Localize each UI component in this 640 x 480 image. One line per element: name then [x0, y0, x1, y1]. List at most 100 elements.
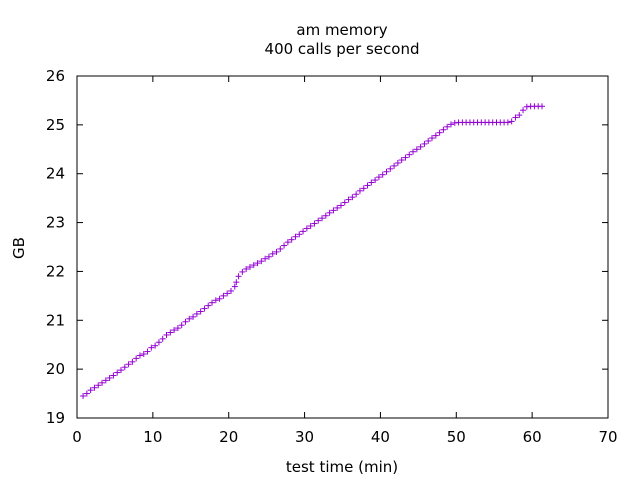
x-tick-label: 0: [72, 428, 82, 446]
data-point: [398, 157, 405, 164]
data-point: [174, 325, 181, 332]
x-axis-label: test time (min): [286, 458, 398, 476]
data-point: [205, 302, 212, 309]
data-point: [345, 196, 352, 203]
data-point: [353, 191, 360, 198]
x-tick-label: 30: [295, 428, 314, 446]
data-point: [307, 222, 314, 229]
data-point: [425, 137, 432, 144]
data-point: [334, 204, 341, 211]
data-point: [432, 132, 439, 139]
data-point: [231, 283, 238, 290]
data-point: [190, 313, 197, 320]
data-point: [383, 168, 390, 175]
data-point: [303, 225, 310, 232]
data-point: [292, 233, 299, 240]
data-point: [83, 390, 90, 397]
data-point: [220, 292, 227, 299]
data-point: [364, 182, 371, 189]
data-point: [300, 228, 307, 235]
data-point: [322, 212, 329, 219]
data-point: [193, 310, 200, 317]
data-point: [288, 236, 295, 243]
data-point: [212, 297, 219, 304]
data-point: [258, 258, 265, 265]
x-tick-label: 20: [219, 428, 238, 446]
data-point: [235, 273, 242, 280]
x-tick-label: 10: [143, 428, 162, 446]
y-tick-label: 23: [46, 214, 65, 232]
data-point: [129, 358, 136, 365]
data-point: [197, 308, 204, 315]
y-tick-label: 22: [46, 262, 65, 280]
data-point: [243, 265, 250, 272]
y-axis-label: GB: [10, 237, 28, 259]
y-tick-label: 20: [46, 360, 65, 378]
data-point: [391, 162, 398, 169]
data-point: [121, 364, 128, 371]
chart-title: am memory: [296, 21, 387, 39]
data-point: [394, 159, 401, 166]
data-point: [224, 290, 231, 297]
data-point: [410, 148, 417, 155]
data-point: [99, 379, 106, 386]
data-point: [356, 187, 363, 194]
data-point: [349, 194, 356, 201]
plot-frame: [76, 75, 609, 419]
data-point: [265, 253, 272, 260]
data-point: [167, 329, 174, 336]
data-point: [281, 242, 288, 249]
data-point: [296, 231, 303, 238]
data-point: [144, 348, 151, 355]
data-point: [311, 220, 318, 227]
data-point: [163, 331, 170, 338]
data-point: [87, 387, 94, 394]
data-point: [133, 355, 140, 362]
data-point: [262, 255, 269, 262]
data-point: [444, 123, 451, 130]
data-point: [440, 126, 447, 133]
data-point: [368, 179, 375, 186]
data-point: [159, 335, 166, 342]
data-point: [136, 352, 143, 359]
data-point: [148, 344, 155, 351]
data-point: [284, 239, 291, 246]
data-point: [277, 245, 284, 252]
data-point: [178, 322, 185, 329]
data-point: [337, 202, 344, 209]
data-point: [413, 146, 420, 153]
data-point: [326, 209, 333, 216]
x-tick-label: 70: [598, 428, 617, 446]
data-point: [95, 382, 102, 389]
data-point: [319, 215, 326, 222]
data-point: [209, 299, 216, 306]
data-point: [155, 339, 162, 346]
data-point: [254, 260, 261, 267]
data-point: [406, 151, 413, 158]
data-point: [379, 171, 386, 178]
data-point: [171, 327, 178, 334]
data-point: [186, 315, 193, 322]
x-tick-label: 60: [523, 428, 542, 446]
data-point: [512, 114, 519, 121]
data-point: [201, 305, 208, 312]
data-point: [233, 279, 240, 286]
data-point: [110, 372, 117, 379]
data-point: [375, 174, 382, 181]
data-point: [315, 217, 322, 224]
data-point: [106, 374, 113, 381]
data-point: [273, 248, 280, 255]
data-point: [429, 135, 436, 142]
data-point: [140, 350, 147, 357]
data-point: [421, 140, 428, 147]
data-point: [372, 177, 379, 184]
data-point: [539, 103, 546, 110]
chart-subtitle: 400 calls per second: [265, 40, 420, 58]
data-point: [269, 250, 276, 257]
data-point: [117, 367, 124, 374]
data-point: [402, 154, 409, 161]
data-point: [516, 112, 523, 119]
data-point: [360, 185, 367, 192]
data-point: [227, 287, 234, 294]
